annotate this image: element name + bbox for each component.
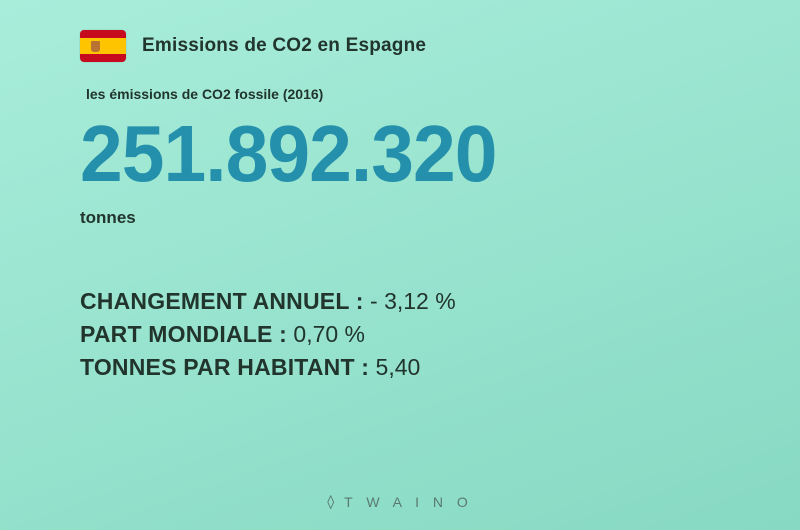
emissions-value: 251.892.320 bbox=[80, 108, 694, 200]
stat-label: TONNES PAR HABITANT : bbox=[80, 354, 369, 380]
stat-value: - 3,12 % bbox=[364, 288, 456, 314]
header: Emissions de CO2 en Espagne bbox=[80, 30, 720, 62]
flag-spain-icon bbox=[80, 30, 126, 62]
page-title: Emissions de CO2 en Espagne bbox=[142, 35, 426, 57]
stat-label: CHANGEMENT ANNUEL : bbox=[80, 288, 364, 314]
footer-text: T W A I N O bbox=[344, 494, 473, 510]
stats-block: CHANGEMENT ANNUEL : - 3,12 % PART MONDIA… bbox=[80, 288, 720, 381]
stat-annual-change: CHANGEMENT ANNUEL : - 3,12 % bbox=[80, 288, 720, 315]
diamond-icon: ◊ bbox=[327, 491, 339, 513]
emissions-unit: tonnes bbox=[80, 208, 720, 228]
stat-value: 0,70 % bbox=[287, 321, 365, 347]
stat-per-capita: TONNES PAR HABITANT : 5,40 bbox=[80, 354, 720, 381]
stat-world-share: PART MONDIALE : 0,70 % bbox=[80, 321, 720, 348]
stat-value: 5,40 bbox=[369, 354, 420, 380]
infographic-card: Emissions de CO2 en Espagne les émission… bbox=[0, 0, 800, 530]
footer-logo: ◊ T W A I N O bbox=[327, 494, 473, 510]
stat-label: PART MONDIALE : bbox=[80, 321, 287, 347]
subtitle: les émissions de CO2 fossile (2016) bbox=[86, 86, 720, 102]
